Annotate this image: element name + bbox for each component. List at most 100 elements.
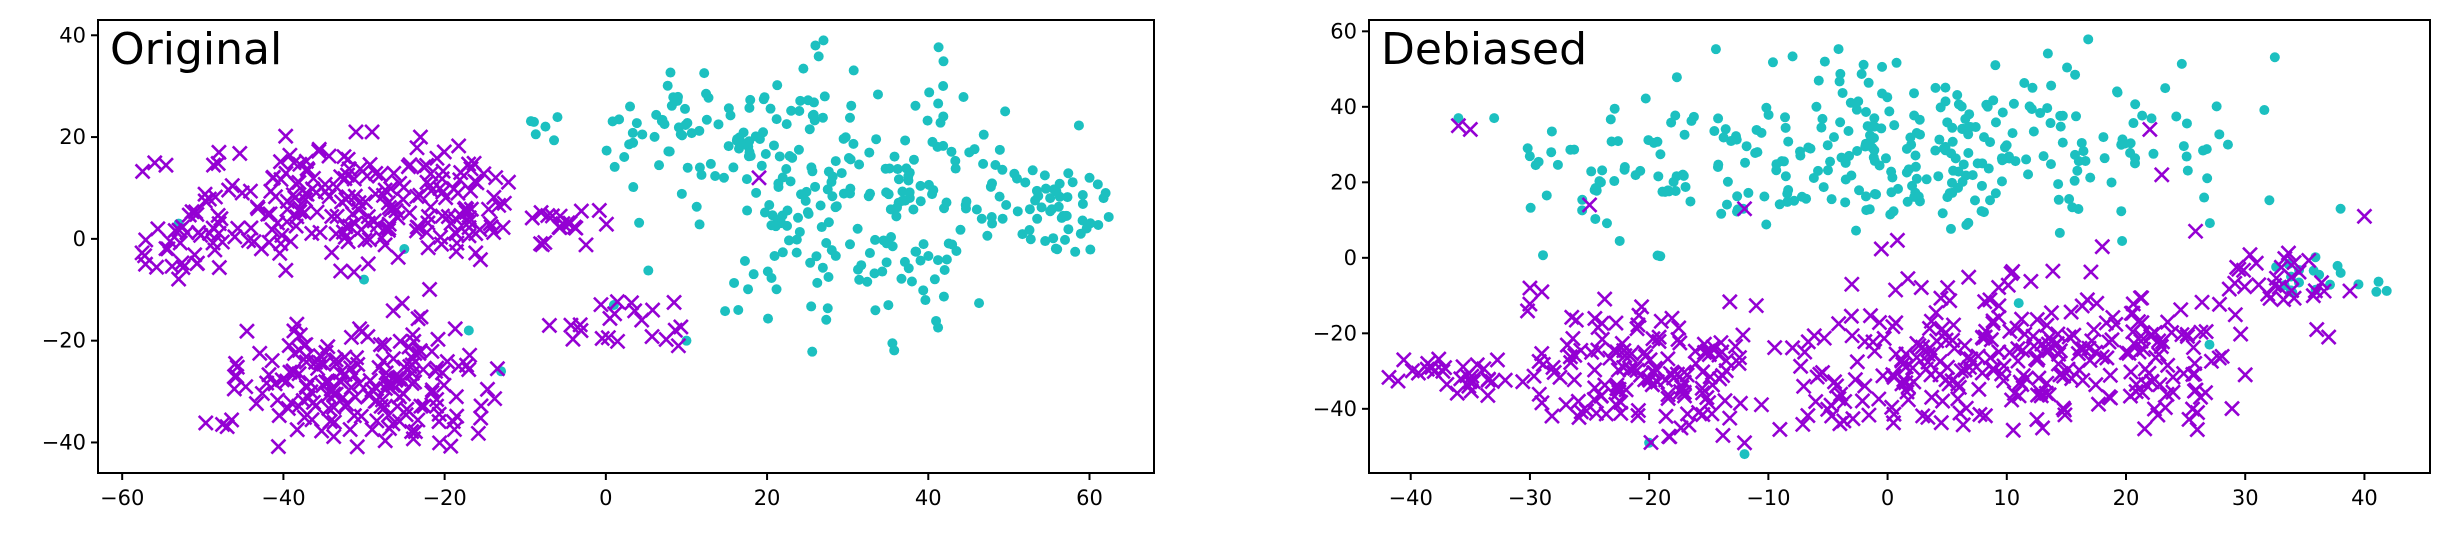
- scatter-point-x: [377, 182, 394, 198]
- scatter-point-x: [2043, 304, 2060, 321]
- scatter-point-dot: [1816, 122, 1827, 133]
- plot-area: [1381, 34, 2392, 460]
- scatter-point-dot: [1067, 177, 1078, 188]
- scatter-point-x: [248, 395, 265, 412]
- scatter-point-x: [436, 144, 453, 160]
- scatter-point-x: [1985, 360, 2002, 377]
- scatter-point-x: [2098, 350, 2115, 366]
- scatter-point-x: [336, 349, 353, 365]
- scatter-point-x: [323, 244, 340, 261]
- scatter-point-x: [2029, 311, 2046, 328]
- scatter-point-dot: [810, 181, 821, 192]
- scatter-point-x: [272, 153, 289, 170]
- scatter-point-dot: [994, 144, 1005, 155]
- scatter-point-x: [1920, 346, 1937, 363]
- scatter-point-x: [1990, 343, 2007, 360]
- scatter-point-dot: [1990, 188, 2001, 199]
- scatter-point-x: [239, 323, 255, 340]
- scatter-point-x: [1914, 407, 1931, 424]
- x-tick-label: 20: [754, 486, 781, 510]
- scatter-point-dot: [1671, 171, 1682, 182]
- scatter-point-dot: [1985, 195, 1996, 206]
- scatter-point-x: [174, 255, 190, 271]
- scatter-point-dot: [974, 298, 985, 309]
- scatter-point-dot: [686, 128, 697, 139]
- scatter-point-x: [2128, 383, 2145, 400]
- scatter-point-dot: [819, 91, 830, 102]
- scatter-point-dot: [1996, 176, 2007, 187]
- scatter-point-x: [1977, 329, 1994, 345]
- scatter-point-dot: [1914, 129, 1925, 140]
- scatter-point-dot: [1750, 147, 1761, 158]
- scatter-point-x: [288, 175, 304, 192]
- scatter-point-dot: [1946, 148, 1957, 159]
- scatter-point-dot: [807, 166, 818, 177]
- scatter-point-x: [234, 185, 251, 201]
- scatter-point-x: [385, 350, 402, 367]
- scatter-point-dot: [2148, 148, 2159, 159]
- scatter-point-x: [254, 385, 271, 402]
- scatter-point-dot: [1051, 186, 1062, 197]
- scatter-point-dot: [2062, 62, 2073, 73]
- scatter-point-x: [1876, 330, 1893, 347]
- scatter-point-dot: [880, 163, 891, 174]
- scatter-point-x: [2000, 277, 2017, 294]
- scatter-point-dot: [807, 346, 818, 357]
- scatter-point-dot: [772, 80, 783, 91]
- scatter-point-x: [343, 329, 360, 346]
- scatter-point-x: [428, 360, 445, 377]
- scatter-point-x: [2185, 339, 2202, 356]
- scatter-point-x: [2271, 279, 2288, 296]
- scatter-point-x: [1419, 355, 1436, 372]
- scatter-point-dot: [1978, 207, 1989, 218]
- scatter-point-x: [1586, 362, 1603, 378]
- scatter-point-x: [2070, 345, 2087, 362]
- scatter-point-x: [1941, 292, 1958, 309]
- scatter-point-x: [364, 124, 380, 140]
- scatter-point-dot: [1801, 193, 1812, 204]
- scatter-point-x: [407, 423, 424, 440]
- scatter-point-dot: [2064, 194, 2075, 205]
- scatter-point-dot: [756, 160, 767, 171]
- scatter-point-dot: [681, 335, 692, 346]
- scatter-point-x: [2065, 327, 2082, 344]
- scatter-point-x: [2198, 323, 2215, 340]
- scatter-point-dot: [994, 191, 1005, 202]
- scatter-point-dot: [734, 132, 745, 143]
- scatter-point-x: [1609, 377, 1625, 393]
- scatter-point-dot: [1997, 155, 2008, 166]
- scatter-point-x: [2121, 345, 2137, 362]
- scatter-point-dot: [2069, 175, 2080, 186]
- scatter-point-x: [291, 203, 308, 220]
- scatter-point-dot: [723, 141, 734, 152]
- scatter-point-x: [271, 407, 288, 424]
- scatter-point-dot: [768, 140, 779, 151]
- scatter-point-dot: [1795, 150, 1806, 161]
- scatter-point-dot: [1030, 195, 1041, 206]
- scatter-point-x: [573, 203, 590, 219]
- scatter-point-x: [297, 191, 314, 208]
- scatter-point-dot: [2119, 138, 2130, 149]
- scatter-point-dot: [1053, 201, 1064, 212]
- panel-debiased: −40 −30 −20 −10 0 10 20 30 40 −40 −20 0 20 40 60 Debias…: [1313, 19, 2431, 510]
- scatter-point-dot: [2026, 103, 2037, 114]
- scatter-point-dot: [1963, 121, 1974, 132]
- scatter-point-dot: [540, 121, 551, 132]
- scatter-point-x: [1629, 320, 1645, 337]
- scatter-point-x: [2188, 382, 2204, 398]
- scatter-point-x: [1870, 391, 1887, 407]
- scatter-point-dot: [2038, 151, 2049, 162]
- scatter-point-dot: [2373, 276, 2384, 287]
- scatter-point-dot: [1040, 236, 1051, 247]
- scatter-point-dot: [939, 264, 950, 275]
- scatter-point-dot: [1869, 113, 1880, 124]
- scatter-point-dot: [525, 116, 536, 127]
- scatter-point-dot: [892, 164, 903, 175]
- scatter-point-dot: [682, 162, 693, 173]
- scatter-point-dot: [1063, 168, 1074, 179]
- scatter-point-x: [340, 151, 357, 168]
- scatter-point-dot: [1619, 164, 1630, 175]
- scatter-point-dot: [1902, 196, 1913, 207]
- scatter-point-x: [1847, 371, 1864, 388]
- scatter-point-x: [2022, 273, 2039, 290]
